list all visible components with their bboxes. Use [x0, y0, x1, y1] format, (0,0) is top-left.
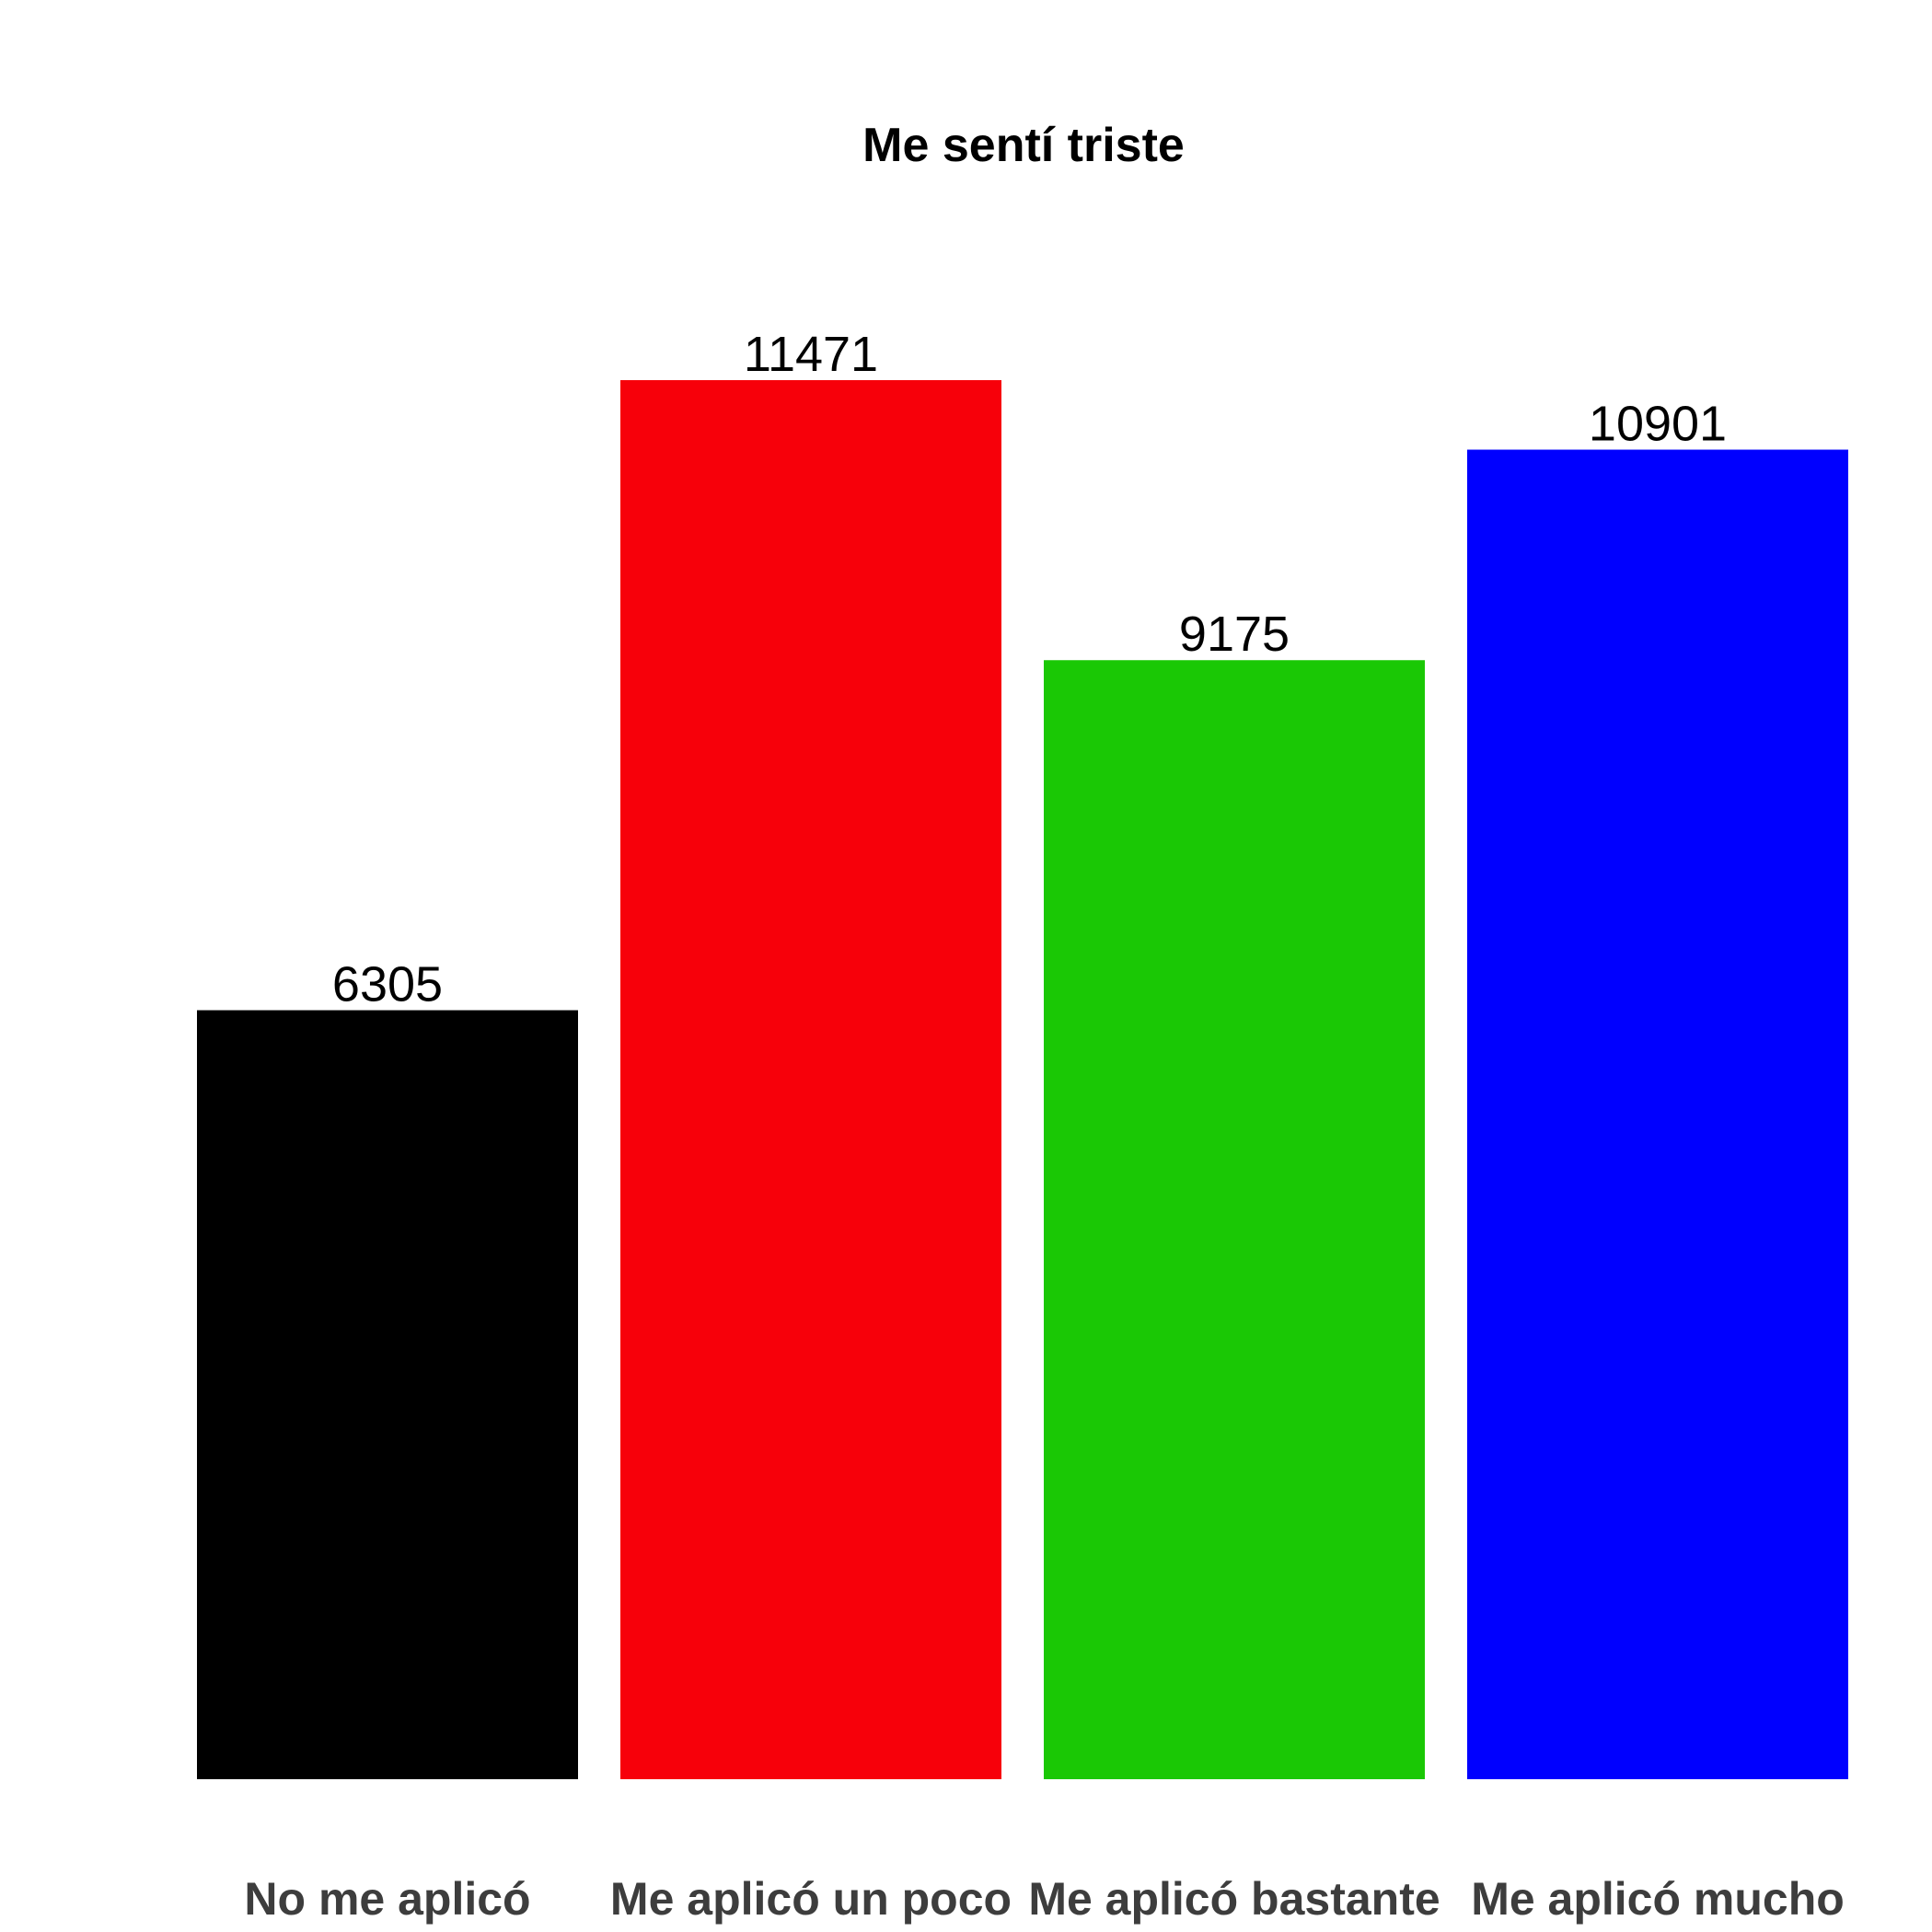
x-tick-label-me-aplico-bastante: Me aplicó bastante [1028, 1873, 1440, 1925]
bar-no-me-aplico [197, 1010, 578, 1779]
bar-me-aplico-mucho [1467, 449, 1848, 1780]
bar-me-aplico-un-poco [620, 380, 1001, 1779]
bar-me-aplico-bastante [1044, 660, 1425, 1779]
x-tick-label-me-aplico-un-poco: Me aplicó un poco [610, 1873, 1012, 1925]
data-label-no-me-aplico: 6305 [332, 957, 443, 1012]
data-label-me-aplico-un-poco: 11471 [744, 327, 878, 382]
value-labels-group: 6305 11471 9175 10901 [332, 327, 1727, 1012]
bars-group [197, 380, 1848, 1780]
x-tick-label-me-aplico-mucho: Me aplicó mucho [1471, 1873, 1845, 1925]
chart-title: Me sentí triste [862, 119, 1185, 172]
x-tick-label-no-me-aplico: No me aplicó [244, 1873, 530, 1925]
x-tick-labels-group: No me aplicó Me aplicó un poco Me aplicó b… [244, 1873, 1844, 1925]
data-label-me-aplico-mucho: 10901 [1589, 397, 1727, 452]
data-label-me-aplico-bastante: 9175 [1179, 607, 1290, 662]
